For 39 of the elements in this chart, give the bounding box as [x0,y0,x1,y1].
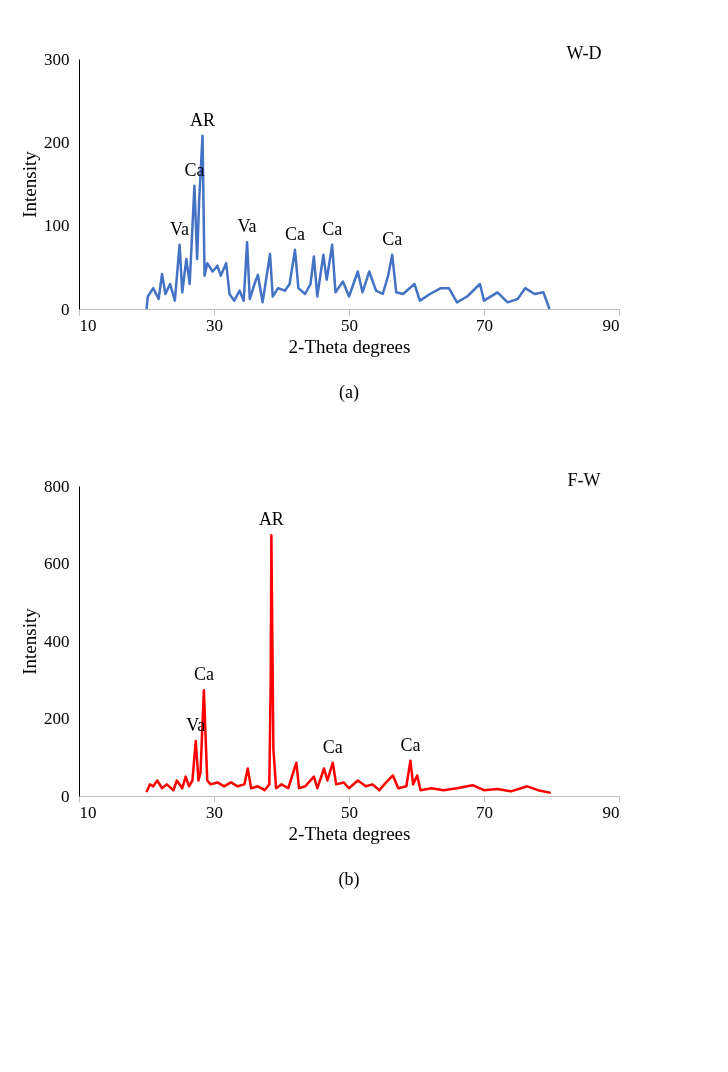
text: (a) [339,382,359,403]
annotation: Ca [193,664,214,685]
y-tick-label: 200 [44,709,70,728]
y-tick-label: 200 [44,132,70,152]
chart-title: W-D [566,43,602,63]
y-axis-title: Intensity [19,150,40,218]
y-tick-label: 0 [61,299,70,319]
annotation: Ca [400,734,421,755]
annotation: AR [190,109,216,130]
x-tick-label: 70 [476,315,493,335]
y-tick-label: 600 [44,554,70,573]
x-tick-label: 30 [206,315,223,335]
annotation: AR [258,509,284,530]
y-tick-label: 800 [44,476,70,496]
x-tick-label: 70 [476,802,493,822]
annotation: Va [170,218,190,239]
x-tick-label: 50 [341,315,358,335]
line-series [145,134,551,311]
y-tick-label: 100 [44,216,70,236]
y-tick-label: 400 [44,631,70,651]
line-series [145,533,553,795]
x-tick-label: 90 [602,802,620,822]
x-tick-label: 90 [602,315,620,335]
x-axis-title: 2-Theta degrees [288,335,411,357]
y-tick-label: 0 [61,786,70,806]
y-axis-title: Intensity [19,607,40,675]
text: (b) [338,869,360,890]
annotation: Va [237,216,257,237]
x-axis-title: 2-Theta degrees [288,822,411,844]
x-tick-label: 30 [206,802,223,822]
annotation: Ca [382,228,403,249]
annotation: Ca [322,218,343,239]
x-tick-label: 10 [79,315,97,335]
annotation: Ca [322,736,343,757]
chart-title: F-W [567,470,601,490]
annotation: Ca [285,223,306,244]
y-tick-label: 300 [44,49,70,69]
x-tick-label: 10 [79,802,97,822]
x-tick-label: 50 [341,802,358,822]
